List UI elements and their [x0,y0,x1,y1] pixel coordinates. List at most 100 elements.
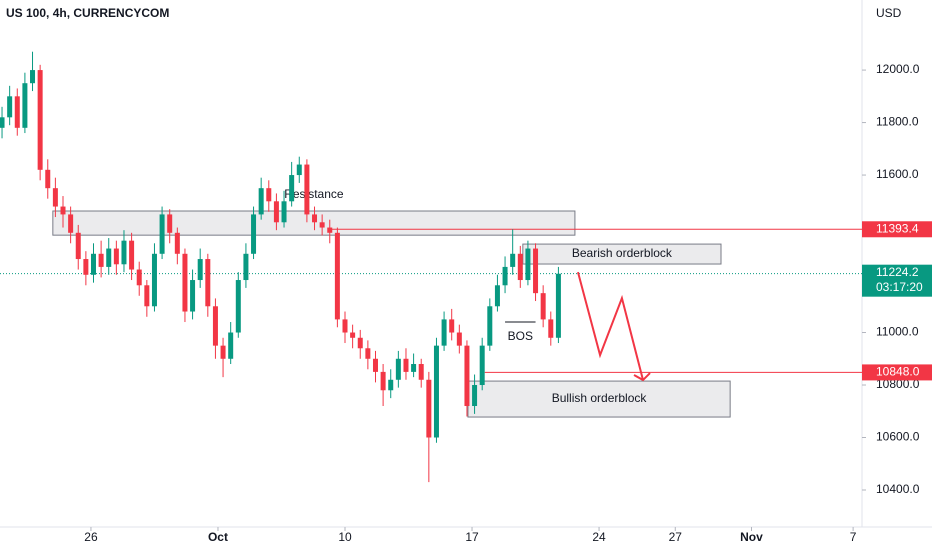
y-tick-label: 12000.0 [876,62,920,76]
candle-body [90,253,96,275]
y-tick-label: 10800.0 [876,377,920,391]
candle-body [220,345,226,359]
candle-body [113,248,119,265]
y-tick-label: 11000.0 [876,325,919,339]
candle-body [456,332,462,346]
x-tick-label: Nov [740,530,763,544]
candle-body [197,259,203,281]
candle-body [487,306,493,346]
candle-body [243,253,249,281]
candle-body [494,285,500,307]
projection-arrowhead [633,372,651,382]
candle-body [228,332,234,359]
candle-body [83,259,89,275]
current-price-tag [862,264,932,297]
candle-body [190,280,196,312]
candle-body [129,240,135,270]
candle-body [75,232,81,260]
candle-body [418,364,424,380]
candle-body [296,164,302,176]
candle-body [212,306,218,346]
candle-body [136,269,142,286]
candle-body [151,253,157,307]
x-tick-label: 10 [338,530,352,544]
candle-body [251,214,257,254]
x-tick-label: Oct [208,530,228,544]
candle-body [273,201,279,223]
candle-body [30,70,36,84]
level-tag [862,221,932,238]
y-tick-label: 11600.0 [876,167,919,181]
candle-body [106,248,112,267]
candle-body [205,259,211,307]
candle-body [342,319,348,333]
candle-body [266,188,272,202]
y-axis-label: USD [876,6,902,20]
candle-body [281,201,287,223]
candle-body [548,319,554,338]
level-tag [862,364,932,381]
candle-body [167,214,173,233]
level-tag-label: 10848.0 [876,365,920,379]
candle-body [372,358,378,372]
candle-body [517,253,523,281]
candle-body [403,358,409,372]
zone-label: Bearish orderblock [572,246,673,260]
candle-body [540,293,546,320]
candle-body [479,345,485,386]
candle-body [235,280,241,333]
candle-body [441,319,447,346]
candle-body [174,232,180,254]
candle-body [426,379,432,438]
chart-title: US 100, 4h, CURRENCYCOM [6,6,169,20]
candle-body [319,222,325,228]
candle-body [472,385,478,407]
candle-body [289,175,295,202]
candle-body [144,285,150,307]
candle-body [533,248,539,294]
candle-body [159,214,165,254]
candle-body [334,232,340,320]
zone-label: Resistance [284,187,344,201]
x-tick-label: 17 [465,530,479,544]
candle-body [45,169,51,189]
candle-body [182,253,188,312]
y-tick-label: 10400.0 [876,482,920,496]
bos-label: BOS [508,329,533,343]
candle-body [380,371,386,391]
zone-box [467,380,731,418]
countdown-label: 03:17:20 [876,280,923,294]
x-tick-label: 7 [850,530,857,544]
candle-body [60,206,66,215]
candle-body [388,379,394,391]
zone-label: Bullish orderblock [552,391,648,405]
candle-body [510,253,516,267]
candle-body [304,164,310,215]
x-tick-label: 24 [592,530,606,544]
candle-body [464,345,470,407]
y-tick-label: 10600.0 [876,430,920,444]
candle-body [68,214,74,233]
candle-body [365,348,371,359]
candle-body [14,96,20,128]
level-tag-label: 11393.4 [876,221,919,235]
candle-body [502,266,508,286]
candle-body [357,337,363,349]
candle-body [312,214,318,223]
y-tick-label: 11800.0 [876,115,919,129]
projection-path [577,271,644,381]
candle-body [258,188,264,215]
candle-body [52,188,58,207]
candle-body [98,253,104,267]
candle-body [22,83,28,128]
zone-box [522,243,722,265]
candle-body [411,364,417,372]
candle-body [525,248,531,281]
candle-body [433,345,439,438]
current-price-label: 11224.2 [876,265,919,279]
candle-body [327,227,333,233]
x-tick-label: 26 [84,530,98,544]
candle-body [37,70,43,170]
candle-body [121,240,127,265]
